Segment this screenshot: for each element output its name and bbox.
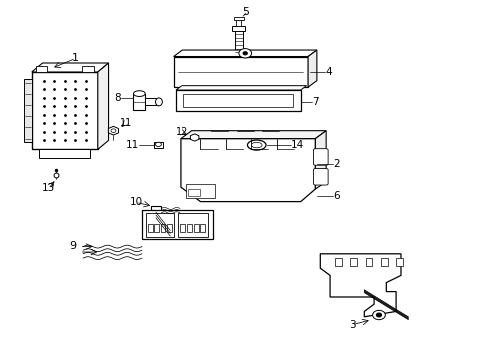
- Text: 10: 10: [129, 197, 142, 207]
- Text: 9: 9: [69, 240, 76, 251]
- Ellipse shape: [155, 98, 162, 106]
- Polygon shape: [181, 131, 325, 139]
- Bar: [188, 189, 200, 196]
- Polygon shape: [307, 50, 316, 87]
- Bar: [185, 184, 215, 198]
- Bar: [395, 258, 402, 266]
- Ellipse shape: [133, 91, 145, 96]
- Bar: [380, 258, 387, 266]
- Bar: [334, 258, 341, 266]
- Bar: [183, 94, 293, 107]
- Bar: [232, 26, 244, 31]
- Circle shape: [155, 142, 161, 147]
- Bar: [160, 224, 165, 232]
- Text: 4: 4: [325, 67, 331, 77]
- Bar: [148, 224, 153, 232]
- Text: 14: 14: [290, 140, 304, 150]
- Bar: [283, 87, 294, 91]
- Text: 11: 11: [119, 118, 132, 128]
- Bar: [145, 213, 174, 237]
- Circle shape: [372, 310, 385, 320]
- Text: 11: 11: [126, 140, 139, 150]
- Polygon shape: [108, 126, 118, 135]
- Bar: [133, 94, 145, 110]
- Bar: [36, 66, 47, 72]
- Polygon shape: [181, 139, 315, 202]
- Bar: [173, 57, 307, 87]
- Polygon shape: [190, 134, 199, 141]
- Text: 12: 12: [175, 127, 188, 138]
- Bar: [154, 142, 163, 148]
- Bar: [365, 258, 372, 266]
- Bar: [233, 17, 243, 20]
- Text: 7: 7: [311, 96, 318, 107]
- Text: 1: 1: [72, 53, 79, 63]
- Polygon shape: [32, 63, 108, 72]
- Polygon shape: [98, 63, 108, 149]
- Text: 13: 13: [42, 183, 56, 193]
- Bar: [176, 90, 300, 111]
- Bar: [24, 79, 32, 142]
- Circle shape: [111, 129, 116, 132]
- Bar: [32, 72, 98, 149]
- Text: 8: 8: [114, 93, 121, 103]
- Text: 2: 2: [333, 159, 340, 169]
- Bar: [142, 210, 212, 239]
- Bar: [145, 98, 159, 105]
- Bar: [150, 206, 161, 214]
- Polygon shape: [315, 131, 325, 189]
- Bar: [178, 213, 207, 237]
- Bar: [349, 258, 356, 266]
- Polygon shape: [176, 86, 306, 90]
- Circle shape: [376, 313, 381, 317]
- Bar: [166, 224, 171, 232]
- Bar: [200, 224, 205, 232]
- Bar: [82, 66, 94, 72]
- Text: 5: 5: [242, 6, 249, 17]
- Bar: [236, 19, 241, 26]
- Circle shape: [238, 49, 251, 58]
- Text: 6: 6: [333, 191, 340, 201]
- Bar: [234, 31, 242, 52]
- Circle shape: [243, 52, 246, 55]
- Polygon shape: [173, 50, 316, 57]
- Text: 3: 3: [348, 320, 355, 330]
- Ellipse shape: [251, 143, 262, 148]
- Polygon shape: [320, 254, 400, 317]
- Bar: [39, 149, 90, 158]
- Bar: [154, 224, 159, 232]
- Bar: [186, 224, 191, 232]
- Bar: [188, 87, 199, 91]
- Ellipse shape: [247, 140, 265, 150]
- FancyBboxPatch shape: [313, 168, 327, 185]
- Bar: [180, 224, 184, 232]
- Bar: [193, 224, 198, 232]
- FancyBboxPatch shape: [313, 149, 327, 165]
